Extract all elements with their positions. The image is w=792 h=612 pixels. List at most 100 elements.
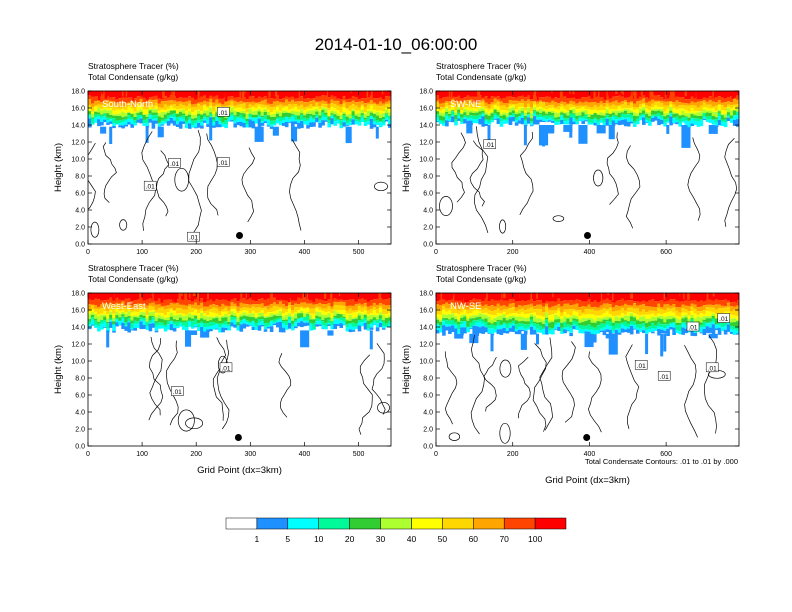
tracer-cell [221, 293, 225, 300]
tracer-cell [160, 124, 165, 126]
tracer-cell [233, 108, 237, 111]
tracer-cell [708, 293, 713, 300]
tracer-cell [439, 311, 443, 315]
tracer-cell [230, 99, 234, 102]
tracer-cell [275, 95, 280, 102]
tracer-cell [288, 305, 292, 309]
tracer-cell [281, 105, 286, 108]
tracer-cell [169, 321, 174, 325]
tracer-cell [581, 293, 585, 302]
tracer-cell [463, 314, 467, 317]
tracer-cell [666, 326, 670, 329]
tracer-cell [617, 117, 622, 119]
tracer-cell [645, 327, 649, 330]
tracer-cell [339, 305, 344, 311]
tracer-cell [103, 109, 107, 114]
tracer-cell [181, 115, 186, 119]
tracer-cell [154, 99, 159, 103]
tracer-cell [112, 91, 116, 98]
tracer-streak [189, 293, 191, 299]
tracer-cell [300, 308, 304, 311]
tracer-cell [175, 293, 180, 300]
tracer-cell [451, 116, 455, 123]
tracer-cell [466, 100, 470, 105]
tracer-cell [236, 117, 241, 122]
tracer-cell [297, 293, 301, 298]
tracer-cell [454, 97, 458, 102]
tracer-streak [503, 293, 506, 299]
tracer-cell [526, 304, 531, 309]
tracer-cell [633, 115, 637, 121]
tracer-cell [197, 113, 201, 117]
tracer-cell [666, 300, 670, 305]
tracer-cell [617, 112, 622, 118]
y-tick-label: 2.0 [75, 427, 85, 434]
y-tick-label: 18.0 [419, 89, 433, 96]
tracer-cell [633, 321, 637, 326]
tracer-cell [315, 304, 319, 307]
tracer-cell [100, 304, 104, 308]
tracer-cell [136, 309, 141, 313]
tracer-cell [478, 308, 482, 312]
tracer-cell [660, 319, 664, 325]
tracer-cell [611, 330, 616, 334]
tracer-cell [263, 119, 268, 122]
tracer-cell [351, 108, 356, 110]
tracer-cell [599, 315, 604, 319]
tracer-cell [172, 310, 177, 312]
tracer-cell [614, 330, 619, 335]
tracer-cell [97, 112, 101, 115]
tracer-cell [145, 99, 150, 102]
tracer-cell [551, 306, 555, 311]
tracer-cell [142, 123, 147, 126]
tracer-cell [348, 299, 353, 306]
tracer-cell [478, 102, 482, 107]
tracer-cell [666, 105, 670, 109]
tracer-cell [669, 311, 673, 316]
tracer-cell [239, 308, 244, 311]
tracer-cell [723, 113, 728, 118]
tracer-cell [672, 293, 676, 300]
tracer-cell [188, 317, 192, 321]
tracer-cell [669, 326, 673, 330]
tracer-cell [100, 115, 104, 118]
tracer-cell [684, 300, 689, 306]
tracer-cell [381, 91, 386, 100]
tracer-cell [708, 304, 713, 308]
tracer-cell [342, 321, 347, 325]
tracer-cell [529, 303, 534, 308]
tracer-cell [605, 103, 610, 108]
tracer-cell [160, 322, 165, 326]
tracer-cell [484, 304, 489, 308]
tracer-cell [266, 115, 271, 119]
tracer-cell [675, 322, 679, 326]
tracer-cell [699, 325, 704, 328]
tracer-cell [657, 118, 661, 126]
tracer-cell [130, 293, 134, 302]
tracer-cell [360, 322, 365, 327]
tracer-cell [288, 119, 292, 123]
tracer-cell [339, 314, 344, 318]
tracer-cell [181, 309, 186, 314]
tracer-cell [369, 314, 374, 320]
tracer-cell [224, 305, 228, 308]
tracer-cell [499, 305, 504, 311]
tracer-cell [369, 324, 374, 328]
tracer-cell [523, 119, 528, 121]
tracer-cell [330, 322, 334, 326]
tracer-cell [303, 113, 307, 116]
tracer-cell [511, 115, 516, 117]
tracer-cell [254, 91, 259, 99]
tracer-cell [209, 117, 213, 128]
tracer-cell [472, 324, 476, 326]
tracer-cell [442, 120, 446, 123]
tracer-cell [351, 100, 356, 105]
tracer-cell [263, 115, 268, 120]
tracer-cell [569, 316, 573, 322]
tracer-cell [448, 96, 452, 102]
tracer-cell [614, 96, 619, 101]
tracer-cell [115, 319, 119, 323]
tracer-streak [530, 293, 532, 301]
tracer-cell [251, 313, 256, 317]
tracer-cell [191, 318, 195, 322]
